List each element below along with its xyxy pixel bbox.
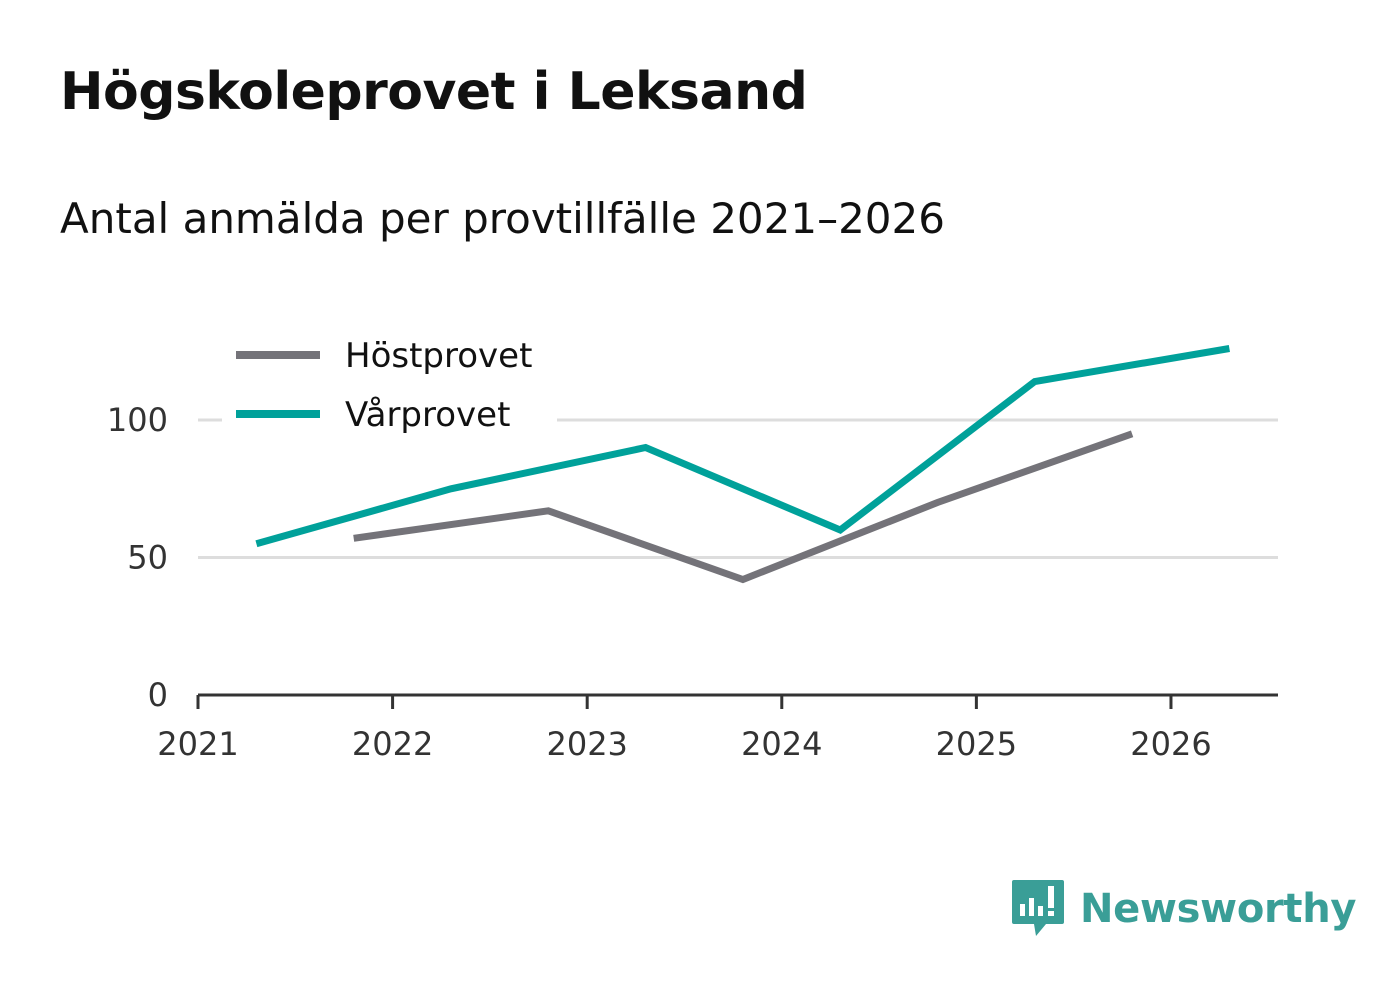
x-tick-label-2021: 2021 [157, 725, 238, 763]
y-tick-label-0: 0 [148, 676, 168, 714]
brand-logo: Newsworthy [1010, 878, 1357, 940]
x-tick-label-2025: 2025 [936, 725, 1017, 763]
legend-label-hostprovet: Höstprovet [345, 336, 532, 376]
series-line-varprovet [255, 345, 1230, 548]
chart-subtitle: Antal anmälda per provtillfälle 2021–202… [60, 194, 945, 243]
legend-box [222, 328, 557, 450]
newsworthy-logo-icon [1012, 880, 1064, 936]
brand-name: Newsworthy [1080, 886, 1357, 932]
series-line-hostprovet [353, 430, 1134, 584]
x-tick-label-2024: 2024 [741, 725, 822, 763]
legend-label-varprovet: Vårprovet [345, 395, 510, 435]
x-tick-label-2026: 2026 [1130, 725, 1211, 763]
chart-title: Högskoleprovet i Leksand [60, 62, 808, 122]
y-tick-label-100: 100 [107, 401, 168, 439]
y-tick-label-50: 50 [127, 539, 168, 577]
x-tick-label-2022: 2022 [352, 725, 433, 763]
x-tick-label-2023: 2023 [546, 725, 627, 763]
